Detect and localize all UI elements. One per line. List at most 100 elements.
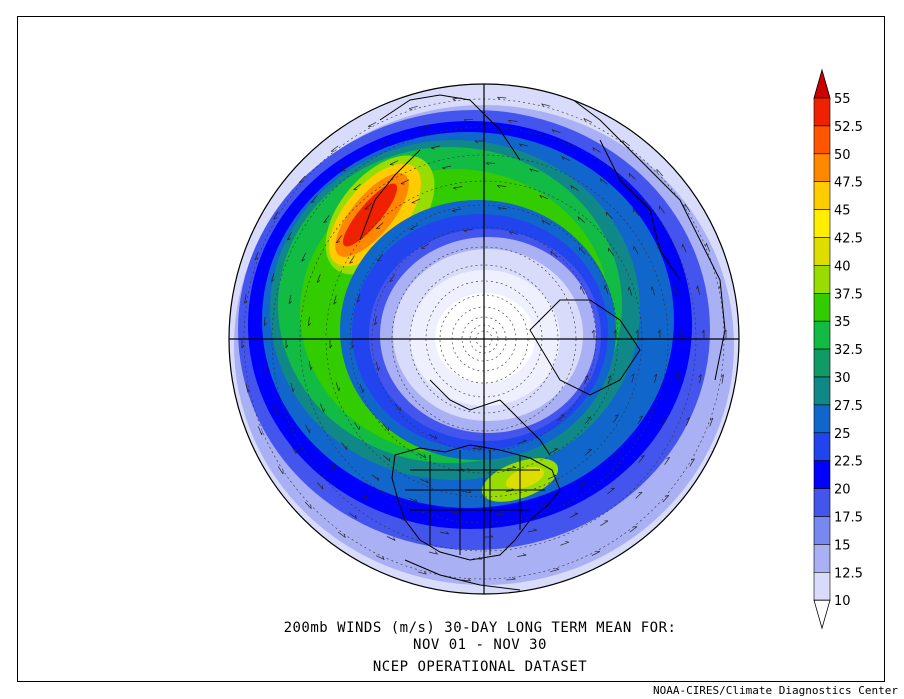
- wind-arrow-head: [607, 375, 612, 379]
- colorbar-swatch: [813, 153, 831, 183]
- wind-arrow-head: [701, 329, 705, 334]
- wind-arrow: [400, 179, 410, 184]
- wind-arrow: [600, 520, 609, 526]
- wind-arrow: [607, 487, 615, 495]
- wind-arrow: [461, 468, 470, 471]
- colorbar-label: 15: [834, 538, 851, 553]
- wind-arrow-head: [539, 195, 542, 199]
- wind-arrow-head: [349, 261, 354, 264]
- wind-arrow: [651, 286, 655, 296]
- colorbar-swatch: [813, 320, 831, 350]
- wind-arrow: [659, 205, 665, 214]
- wind-arrow-head: [523, 439, 527, 442]
- wind-arrow: [538, 503, 548, 507]
- wind-arrow: [244, 294, 247, 304]
- wind-arrow: [486, 162, 496, 164]
- wind-arrow: [359, 383, 364, 393]
- wind-arrow-head: [628, 173, 631, 177]
- wind-arrow-head: [640, 455, 645, 457]
- caption-dataset: NCEP OPERATIONAL DATASET: [372, 659, 588, 675]
- colorbar-label: 52.5: [834, 120, 863, 135]
- wind-arrow-head: [467, 467, 471, 471]
- wind-arrow-head: [254, 257, 259, 261]
- wind-arrow-head: [468, 490, 472, 493]
- wind-arrow-head: [653, 373, 657, 377]
- wind-arrow: [461, 579, 471, 582]
- wind-arrow-head: [600, 178, 602, 183]
- wind-arrow-head: [273, 217, 277, 220]
- wind-arrow-head: [362, 389, 365, 393]
- wind-arrow: [307, 316, 310, 326]
- wind-arrow-head: [310, 505, 312, 509]
- wind-arrow: [288, 294, 292, 304]
- caption-period: NOV 01 - NOV 30: [413, 637, 547, 653]
- wind-arrow: [364, 203, 373, 210]
- wind-arrow-head: [354, 514, 357, 519]
- wind-arrow: [628, 286, 633, 296]
- wind-arrow-head: [382, 556, 385, 560]
- wind-arrow-head: [639, 415, 643, 418]
- wind-arrow-head: [308, 322, 311, 327]
- wind-arrow-head: [676, 374, 680, 378]
- wind-arrow-head: [656, 169, 658, 173]
- wind-arrow: [353, 183, 361, 191]
- wind-arrow-head: [709, 417, 714, 421]
- wind-arrow-head: [309, 429, 311, 434]
- wind-arrow: [584, 416, 592, 425]
- wind-arrow: [316, 482, 324, 490]
- wind-arrow-head: [584, 375, 589, 378]
- wind-arrow: [612, 452, 619, 460]
- wind-arrow-head: [316, 280, 321, 283]
- colorbar-label: 30: [834, 371, 851, 386]
- colorbar-label: 27.5: [834, 399, 863, 414]
- wind-arrow-head: [489, 534, 494, 538]
- wind-arrow-head: [415, 498, 418, 503]
- wind-arrow: [697, 285, 700, 295]
- wind-arrow-head: [691, 458, 695, 461]
- wind-arrow: [277, 466, 284, 475]
- wind-arrow-head: [552, 474, 557, 476]
- wind-arrow: [263, 316, 266, 326]
- wind-arrow-head: [408, 108, 413, 111]
- wind-arrow-head: [497, 96, 501, 100]
- wind-arrow: [333, 295, 337, 305]
- wind-arrow: [420, 125, 429, 129]
- wind-arrow: [605, 211, 613, 219]
- wind-arrow-head: [378, 145, 383, 147]
- wind-arrow: [375, 555, 385, 560]
- wind-arrow: [431, 145, 440, 149]
- wind-arrow: [386, 536, 396, 541]
- wind-arrow-head: [560, 414, 565, 416]
- wind-arrow-head: [550, 251, 553, 255]
- wind-arrow: [635, 492, 643, 499]
- wind-arrow-head: [577, 216, 580, 221]
- wind-arrow-head: [247, 388, 250, 393]
- colorbar-label: 50: [834, 148, 851, 163]
- wind-arrow-head: [389, 164, 394, 166]
- wind-arrow: [495, 513, 505, 516]
- wind-arrow-head: [565, 540, 569, 543]
- wind-arrow: [637, 415, 643, 424]
- wind-arrow-head: [288, 300, 292, 304]
- wind-arrow: [349, 512, 357, 519]
- wind-arrow: [608, 248, 614, 256]
- wind-arrow: [613, 414, 619, 423]
- coastlines: [359, 89, 726, 591]
- wind-arrow-head: [377, 476, 380, 481]
- wind-arrow-head: [244, 300, 248, 304]
- colorbar-swatch: [813, 376, 831, 406]
- colorbar-swatch: [813, 97, 831, 127]
- wind-arrow: [273, 211, 279, 220]
- wind-arrow: [417, 571, 427, 575]
- wind-arrow: [583, 118, 593, 123]
- wind-arrow: [600, 178, 608, 185]
- colorbar-label: 37.5: [834, 287, 863, 302]
- wind-arrow: [656, 169, 664, 177]
- wind-arrow: [580, 285, 585, 295]
- colorbar-label: 12.5: [834, 566, 863, 581]
- wind-arrow: [439, 531, 449, 535]
- wind-arrow: [409, 105, 418, 110]
- wind-arrow-head: [497, 207, 501, 211]
- wind-arrow: [367, 122, 377, 127]
- wind-arrow: [721, 374, 724, 384]
